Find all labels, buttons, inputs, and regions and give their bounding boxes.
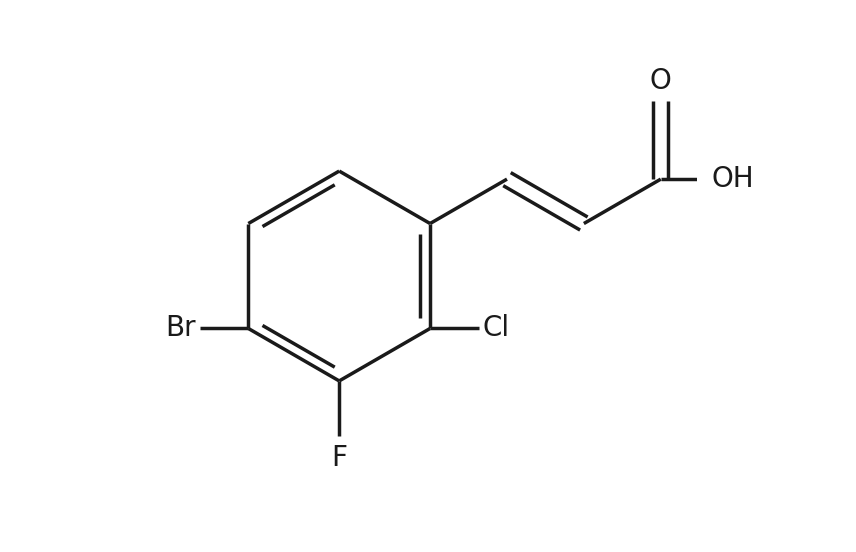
Text: Cl: Cl bbox=[482, 315, 509, 342]
Text: O: O bbox=[650, 67, 672, 94]
Text: Br: Br bbox=[165, 315, 196, 342]
Text: F: F bbox=[331, 444, 348, 473]
Text: OH: OH bbox=[712, 165, 754, 193]
